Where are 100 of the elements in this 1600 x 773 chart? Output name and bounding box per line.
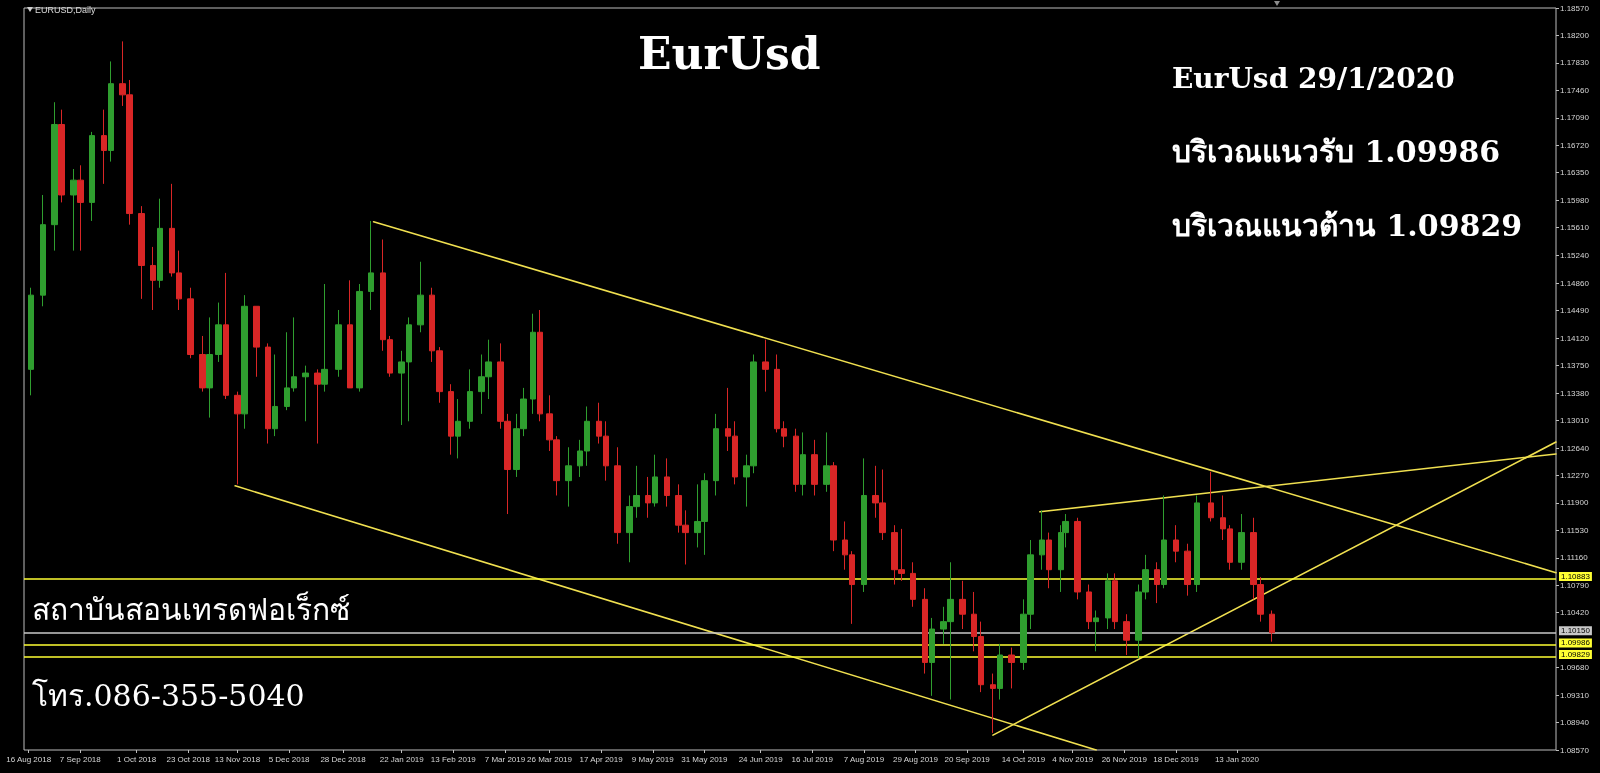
annotation: EURUSD,Daily: [35, 4, 97, 15]
annotation: EurUsd 29/1/2020: [1172, 61, 1455, 95]
candlestick: [265, 342, 271, 445]
candlestick: [1161, 494, 1167, 589]
y-tick-label: 1.18570: [1560, 3, 1590, 13]
x-tick-label: 23 Oct 2018: [166, 754, 211, 764]
y-tick-label: 1.10790: [1560, 580, 1590, 590]
y-tick-label: 1.08940: [1560, 718, 1590, 728]
candlestick: [997, 643, 1003, 701]
candlestick: [206, 316, 213, 419]
x-tick-label: 7 Aug 2019: [843, 754, 885, 764]
candlestick: [335, 309, 342, 378]
candlestick: [1074, 517, 1081, 600]
candlestick: [713, 413, 719, 496]
candlestick: [215, 302, 222, 363]
y-tick-label: 1.17460: [1560, 85, 1590, 95]
candlestick: [614, 446, 621, 545]
candlestick: [1105, 572, 1111, 630]
y-tick-label: 1.12640: [1560, 443, 1590, 453]
candlestick: [455, 398, 461, 459]
candlestick: [1173, 524, 1179, 563]
candlestick: [1194, 494, 1200, 593]
candlestick: [1046, 532, 1052, 589]
y-tick-label: 1.11160: [1560, 553, 1589, 563]
candlestick: [537, 309, 543, 422]
x-tick-label: 1 Oct 2018: [117, 754, 157, 764]
candlestick: [58, 109, 65, 203]
x-tick-label: 17 Apr 2019: [579, 754, 624, 764]
candlestick: [448, 383, 454, 456]
y-tick-label: 1.17830: [1560, 58, 1590, 68]
candlestick: [1154, 561, 1160, 604]
candlestick: [417, 261, 424, 333]
y-tick-label: 1.13010: [1560, 416, 1590, 426]
annotation: โทร.086-355-5040: [32, 677, 305, 713]
x-tick-label: 18 Dec 2019: [1153, 754, 1200, 764]
candlestick: [800, 431, 806, 496]
candlestick: [762, 339, 769, 393]
candlestick: [356, 283, 363, 393]
candlestick: [652, 454, 658, 508]
x-tick-label: 13 Jan 2020: [1214, 754, 1260, 764]
candlestick: [77, 164, 84, 252]
candlestick: [150, 246, 156, 311]
x-tick-label: 26 Nov 2019: [1101, 754, 1148, 764]
candlestick: [793, 428, 799, 493]
x-tick-label: 22 Jan 2019: [379, 754, 425, 764]
candlestick: [272, 354, 278, 437]
annotation: สถาบันสอนเทรดฟอเร็กซ์: [32, 590, 350, 627]
candlestick: [823, 431, 830, 493]
candlestick: [1039, 509, 1045, 571]
candlestick: [108, 60, 114, 163]
candlestick: [1238, 513, 1245, 571]
candlestick: [664, 457, 670, 508]
candlestick: [253, 305, 260, 378]
y-tick-label: 1.13380: [1560, 388, 1590, 398]
x-tick-label: 13 Nov 2018: [214, 754, 261, 764]
candlestick: [929, 617, 935, 697]
candlestick: [223, 272, 229, 400]
candlestick: [467, 368, 473, 430]
x-tick-label: 16 Aug 2018: [6, 754, 52, 764]
x-tick-label: 5 Dec 2018: [268, 754, 311, 764]
y-tick-label: 1.14120: [1560, 333, 1590, 343]
y-tick-label: 1.09310: [1560, 690, 1590, 700]
x-tick-label: 29 Aug 2019: [893, 754, 939, 764]
y-tick-label: 1.14860: [1560, 278, 1590, 288]
candlestick: [530, 313, 536, 415]
y-tick-label: 1.18200: [1560, 30, 1590, 40]
y-tick-label: 1.15240: [1560, 250, 1590, 260]
y-tick-label: 1.08570: [1560, 745, 1590, 755]
candlestick: [187, 287, 194, 359]
ref-line-label: 1.09829: [1561, 650, 1591, 660]
y-tick-label: 1.13750: [1560, 361, 1590, 371]
candlestick: [910, 561, 916, 608]
candlestick: [241, 294, 248, 430]
candlestick: [70, 168, 77, 252]
candlestick: [347, 279, 353, 389]
x-tick-label: 7 Sep 2018: [59, 754, 102, 764]
ref-line-label: 1.10883: [1561, 571, 1591, 581]
x-tick-label: 28 Dec 2018: [320, 754, 367, 764]
candlestick: [157, 198, 163, 289]
x-tick-label: 9 May 2019: [631, 754, 675, 764]
candlestick: [565, 446, 572, 508]
candlestick: [302, 365, 309, 422]
x-tick-label: 7 Mar 2019: [484, 754, 526, 764]
y-tick-label: 1.09680: [1560, 663, 1590, 673]
x-tick-label: 31 May 2019: [681, 754, 729, 764]
ref-line-label: 1.09986: [1561, 638, 1591, 648]
x-tick-label: 14 Oct 2019: [1001, 754, 1046, 764]
candlestick: [321, 283, 328, 393]
x-tick-label: 26 Mar 2019: [527, 754, 573, 764]
candlestick: [234, 391, 241, 485]
candlestick: [645, 476, 651, 519]
candlestick: [89, 131, 95, 222]
candlestick: [314, 368, 321, 445]
y-tick-label: 1.15980: [1560, 195, 1590, 205]
annotation: บริเวณแนวรับ 1.09986: [1172, 133, 1501, 169]
text: EurUsd: [638, 27, 821, 79]
candlestick: [101, 109, 107, 185]
candlestick: [861, 457, 867, 593]
candlestick: [1008, 647, 1015, 689]
candlestick: [959, 580, 966, 630]
